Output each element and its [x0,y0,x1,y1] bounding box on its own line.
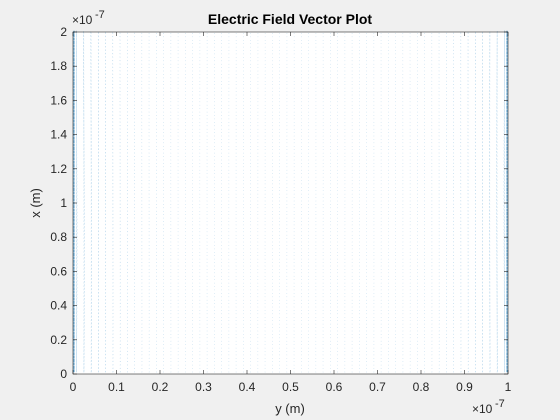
y-tick-label: 0.2 [50,333,67,347]
y-tick-label: 1.8 [50,59,67,73]
y-tick-label: 2 [60,25,67,39]
vector-arrows [75,30,505,373]
y-exponent-base: ×10 [72,13,93,27]
x-tick-label: 0 [70,380,77,394]
y-tick-label: 1.2 [50,162,67,176]
chart-title: Electric Field Vector Plot [208,11,373,27]
x-tick-label: 0.9 [456,380,473,394]
x-tick-label: 0.8 [413,380,430,394]
y-exponent-power: -7 [95,9,105,21]
x-tick-label: 0.5 [282,380,299,394]
y-tick-label: 1.4 [50,128,67,142]
x-exponent-power: -7 [495,398,505,410]
y-axis-label: x (m) [28,188,43,218]
y-tick-label: 0.8 [50,230,67,244]
y-tick-label: 1 [60,196,67,210]
x-tick-label: 0.1 [108,380,125,394]
y-tick-label: 0 [60,367,67,381]
x-axis-label: y (m) [275,401,305,416]
x-tick-label: 0.7 [369,380,386,394]
x-tick-label: 1 [505,380,512,394]
y-axis-ticks: 0 0.2 0.4 0.6 0.8 1 1.2 1.4 1.6 1.8 2 [50,25,508,381]
x-exponent-base: ×10 [472,402,493,416]
vector-field [73,30,508,373]
boundary-vectors [73,30,508,373]
y-axis-exponent: ×10 -7 [72,9,105,27]
y-tick-label: 0.4 [50,299,67,313]
x-tick-label: 0.3 [195,380,212,394]
x-axis-exponent: ×10 -7 [472,398,505,416]
plot-area [73,32,508,374]
x-tick-label: 0.4 [239,380,256,394]
y-tick-label: 0.6 [50,264,67,278]
x-tick-label: 0.2 [152,380,169,394]
y-tick-label: 1.6 [50,93,67,107]
x-tick-label: 0.6 [326,380,343,394]
x-axis-ticks: 0 0.1 0.2 0.3 0.4 0.5 0.6 0.7 0.8 0.9 1 [70,32,512,394]
